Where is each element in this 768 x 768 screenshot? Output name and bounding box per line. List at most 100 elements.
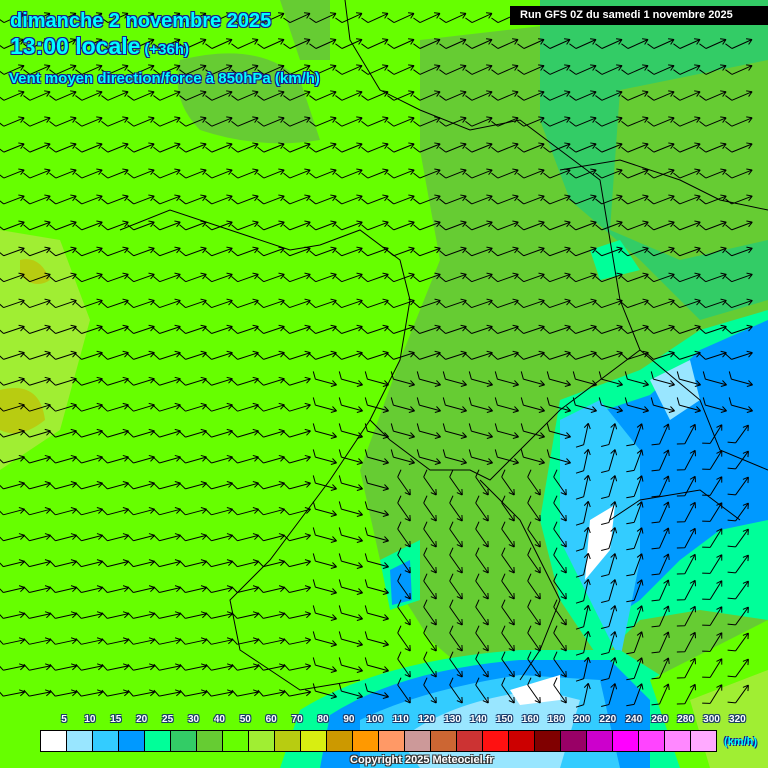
wind-arrow	[621, 64, 649, 75]
wind-arrow	[475, 677, 489, 704]
wind-arrow	[205, 64, 233, 75]
wind-arrow	[626, 475, 644, 499]
wind-arrow	[569, 38, 597, 49]
wind-arrow	[413, 12, 441, 24]
wind-arrow	[153, 324, 181, 334]
wind-arrow	[624, 397, 649, 413]
wind-arrow	[231, 90, 259, 101]
wind-arrow	[231, 116, 259, 127]
wind-arrow	[335, 350, 363, 360]
legend-label: 200	[573, 714, 591, 725]
wind-arrow	[49, 507, 77, 516]
wind-arrow	[101, 298, 129, 309]
wind-arrow	[626, 449, 644, 473]
wind-arrow	[312, 657, 337, 673]
wind-arrow	[387, 220, 415, 231]
wind-arrow	[335, 246, 363, 257]
wind-arrow	[309, 12, 337, 24]
wind-arrow	[673, 168, 701, 179]
wind-arrow	[179, 376, 207, 386]
wind-arrow	[101, 428, 129, 438]
wind-arrow	[205, 246, 233, 257]
wind-arrow	[449, 677, 463, 704]
wind-arrow	[413, 116, 441, 127]
wind-arrow	[23, 480, 51, 490]
wind-arrow	[501, 599, 515, 626]
wind-arrow	[364, 475, 389, 491]
wind-arrow	[309, 116, 337, 127]
wind-arrow	[257, 559, 286, 568]
wind-arrow	[520, 449, 545, 465]
wind-arrow	[179, 402, 207, 412]
wind-arrow	[0, 428, 25, 438]
wind-arrow	[546, 397, 571, 413]
wind-arrow	[553, 677, 567, 704]
wind-arrow	[312, 527, 337, 543]
wind-arrow	[595, 246, 623, 257]
wind-arrow	[361, 194, 389, 205]
wind-arrow	[569, 350, 597, 360]
wind-arrow	[673, 350, 701, 360]
wind-arrow	[413, 246, 441, 257]
wind-arrow	[75, 168, 103, 179]
wind-arrow	[527, 651, 541, 678]
legend-unit: (km/h)	[724, 736, 757, 748]
wind-arrow	[673, 246, 701, 257]
wind-arrow	[676, 631, 696, 653]
wind-arrow	[257, 376, 285, 386]
wind-arrow	[387, 194, 415, 205]
legend-label: 90	[343, 714, 355, 725]
wind-arrow	[494, 397, 519, 413]
wind-arrow	[423, 599, 437, 626]
wind-arrow	[23, 168, 51, 179]
wind-arrow	[153, 38, 181, 49]
wind-arrow	[205, 220, 233, 231]
wind-arrow	[75, 689, 104, 697]
wind-arrow	[49, 90, 77, 101]
wind-arrow	[575, 500, 591, 526]
wind-arrow	[205, 298, 233, 309]
wind-arrow	[283, 324, 311, 334]
wind-arrow	[387, 12, 415, 24]
wind-arrow	[702, 476, 723, 496]
wind-arrow	[75, 298, 103, 309]
wind-arrow	[231, 533, 260, 542]
wind-arrow	[23, 272, 51, 283]
wind-arrow	[651, 657, 670, 680]
wind-arrow	[673, 90, 701, 101]
wind-arrow	[257, 663, 286, 671]
wind-arrow	[423, 651, 437, 678]
wind-arrow	[601, 657, 618, 681]
wind-arrow	[283, 272, 311, 283]
wind-arrow	[205, 324, 233, 334]
legend-swatch	[405, 731, 431, 751]
wind-arrow	[283, 611, 312, 619]
wind-arrow	[257, 637, 286, 645]
legend-label: 20	[136, 714, 148, 725]
wind-arrow	[543, 350, 571, 360]
wind-arrow	[127, 689, 156, 697]
wind-arrow	[727, 554, 749, 574]
wind-arrow	[475, 625, 489, 652]
legend-swatch	[457, 731, 483, 751]
wind-arrow	[575, 630, 591, 656]
wind-arrow	[205, 402, 233, 412]
wind-arrow	[364, 683, 389, 699]
wind-arrow	[702, 684, 723, 704]
wind-arrow	[387, 64, 415, 75]
wind-arrow	[205, 272, 233, 283]
wind-arrow	[364, 449, 389, 465]
wind-arrow	[257, 533, 286, 542]
wind-arrow	[468, 449, 493, 465]
wind-arrow	[725, 38, 753, 49]
wind-arrow	[575, 422, 591, 448]
wind-arrow	[153, 246, 181, 257]
wind-arrow	[517, 168, 545, 179]
wind-arrow	[361, 272, 389, 283]
wind-arrow	[283, 194, 311, 205]
wind-arrow	[527, 625, 541, 652]
wind-arrow	[49, 12, 77, 24]
local-time: 13:00 locale	[10, 33, 141, 59]
wind-arrow	[283, 507, 311, 516]
wind-arrow	[257, 246, 285, 257]
